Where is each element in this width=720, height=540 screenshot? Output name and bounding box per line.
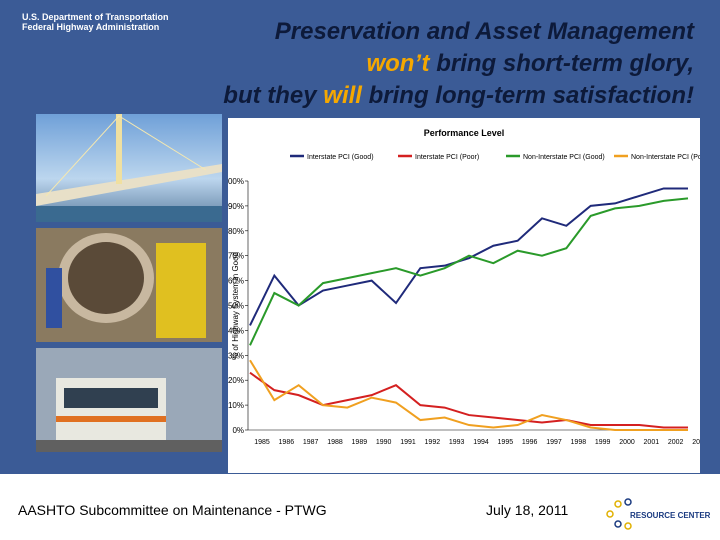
x-tick-label: 1990	[376, 439, 392, 446]
x-tick-label: 1987	[303, 439, 319, 446]
footer-date: July 18, 2011	[486, 502, 569, 518]
legend-label: Non-Interstate PCI (Poor)	[631, 154, 700, 161]
train-photo	[36, 348, 222, 452]
logo-line: Federal Highway Administration	[22, 22, 160, 32]
x-tick-label: 1992	[425, 439, 441, 446]
y-tick-label: 0%	[232, 426, 244, 435]
x-tick-label: 1991	[400, 439, 416, 446]
title-line: Preservation and Asset Management	[274, 18, 694, 45]
series-line	[249, 197, 689, 346]
title-text: bring short-term glory,	[436, 50, 694, 77]
logo-mark: RESOURCE CENTER	[606, 498, 711, 530]
x-tick-label: 1995	[498, 439, 514, 446]
train-drawing	[36, 378, 222, 452]
highlight: won’t	[366, 50, 430, 77]
chart: Performance Level % of Highway System in…	[228, 118, 700, 473]
title-line: won’t bring short-term glory,	[74, 48, 694, 80]
x-tick-label: 1985	[254, 439, 270, 446]
resource-center-logo: RESOURCE CENTER	[600, 492, 711, 532]
pipe-drawing	[46, 233, 206, 338]
y-tick-label: 90%	[228, 202, 244, 211]
chart-title: Performance Level	[424, 128, 505, 138]
legend-label: Non-Interstate PCI (Good)	[523, 154, 605, 161]
footer-text: AASHTO Subcommittee on Maintenance - PTW…	[18, 502, 327, 518]
y-axis-label: % of Highway System in Good	[231, 252, 240, 360]
x-tick-label: 1997	[546, 439, 562, 446]
y-tick-label: 50%	[228, 302, 244, 311]
x-tick-label: 1986	[279, 439, 295, 446]
dot-logo: U.S. Department of Transportation Federa…	[22, 12, 169, 32]
y-tick-label: 100%	[228, 177, 244, 186]
y-tick-label: 80%	[228, 227, 244, 236]
legend-label: Interstate PCI (Good)	[307, 154, 374, 161]
x-tick-label: 2000	[619, 439, 635, 446]
x-tick-label: 1999	[595, 439, 611, 446]
logo-text: RESOURCE CENTER	[630, 511, 710, 520]
x-tick-label: 1998	[571, 439, 587, 446]
x-tick-label: 1988	[327, 439, 343, 446]
legend-label: Interstate PCI (Poor)	[415, 154, 479, 161]
y-tick-label: 60%	[228, 277, 244, 286]
bridge-photo	[36, 114, 222, 222]
slide-title: Preservation and Asset Management won’t …	[74, 16, 694, 112]
title-line: but they will bring long-term satisfacti…	[74, 80, 694, 112]
y-tick-label: 40%	[228, 326, 244, 335]
x-tick-label: 1993	[449, 439, 465, 446]
footer: AASHTO Subcommittee on Maintenance - PTW…	[0, 474, 720, 540]
series-line	[249, 359, 688, 431]
y-tick-label: 10%	[228, 401, 244, 410]
y-tick-label: 20%	[228, 376, 244, 385]
pipe-photo	[36, 228, 222, 342]
title-text: bring long-term satisfaction!	[368, 82, 694, 109]
x-tick-label: 1996	[522, 439, 538, 446]
x-tick-label: 1989	[352, 439, 368, 446]
bridge-drawing	[36, 114, 222, 222]
title-text: but they	[223, 82, 317, 109]
x-tick-label: 2001	[644, 439, 660, 446]
highlight: will	[323, 82, 362, 109]
logo-line: U.S. Department of Transportation	[22, 12, 169, 22]
x-tick-label: 2002	[668, 439, 684, 446]
y-tick-label: 30%	[228, 351, 244, 360]
x-tick-label: 2003	[692, 439, 700, 446]
y-tick-label: 70%	[228, 252, 244, 261]
x-tick-label: 1994	[473, 439, 489, 446]
series-line	[249, 187, 688, 326]
